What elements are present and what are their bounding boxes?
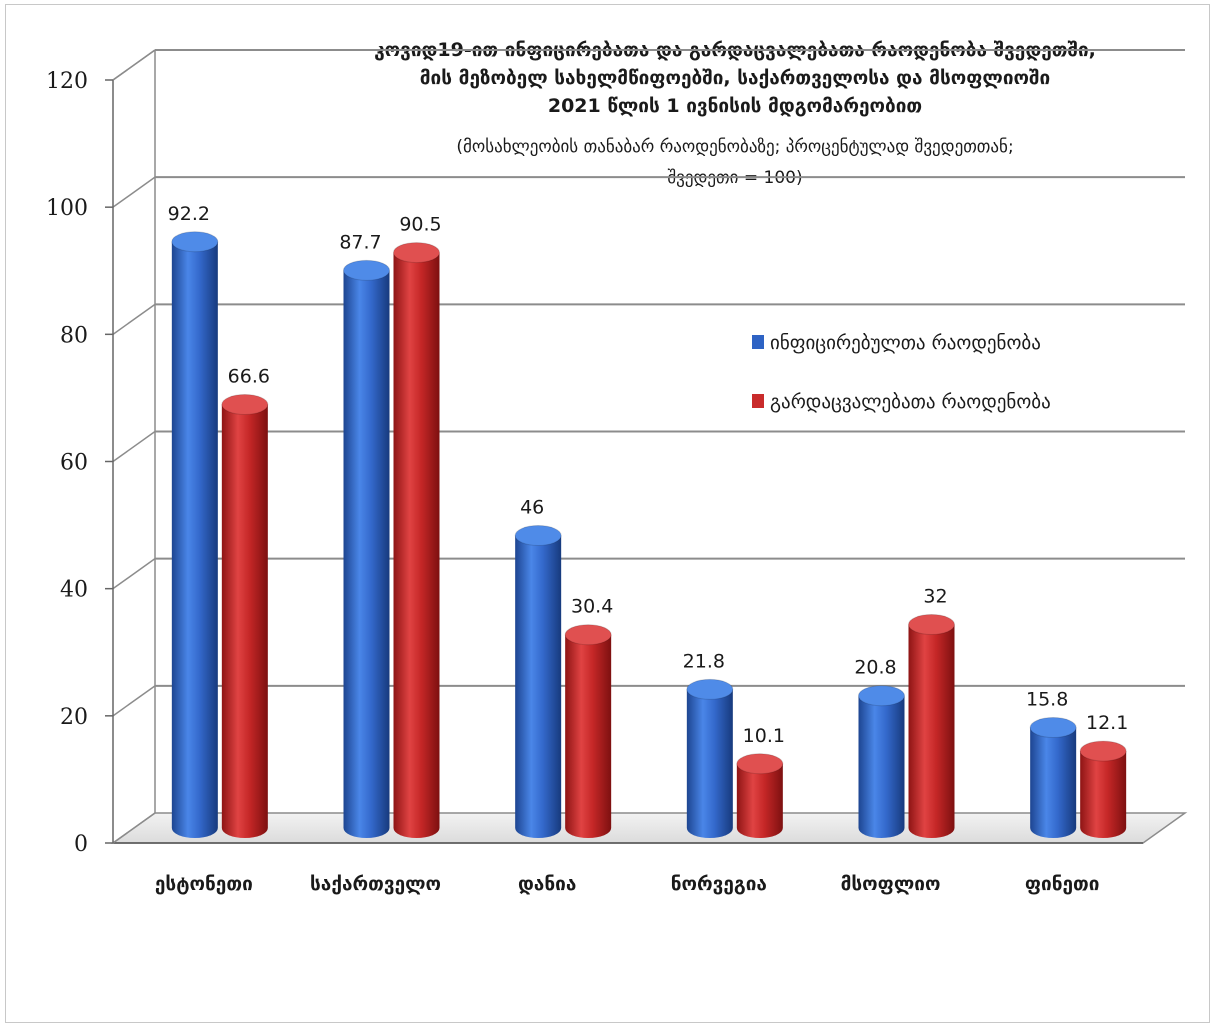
bar-body-deaths <box>908 624 955 838</box>
x-category-label: დანია <box>518 873 576 895</box>
chart-title-line-3: 2021 წლის 1 ივნისის მდგომარეობით <box>548 95 922 117</box>
grid-lines <box>155 49 1185 687</box>
bar-deaths-3 <box>736 753 784 838</box>
y-tick-label: 80 <box>60 323 88 348</box>
data-label-deaths: 10.1 <box>743 725 785 747</box>
bar-infected-0 <box>171 231 219 838</box>
data-label-deaths: 90.5 <box>399 214 441 236</box>
bar-top-infected <box>171 231 219 253</box>
axis-tick-diagonal <box>112 685 156 717</box>
y-tick-label: 60 <box>60 451 88 476</box>
bar-top-infected <box>1029 717 1077 739</box>
bar-body-deaths <box>393 252 440 839</box>
data-label-infected: 20.8 <box>854 657 896 679</box>
data-label-infected: 87.7 <box>339 231 381 253</box>
y-axis: 0 20 40 60 80 100 120 <box>46 49 156 857</box>
bar-top-infected <box>686 678 734 700</box>
data-label-deaths: 66.6 <box>228 366 270 388</box>
bar-body-infected <box>1030 727 1077 838</box>
bar-top-infected <box>858 685 905 707</box>
x-category-label: ნორვეგია <box>671 873 767 895</box>
y-tick-label: 100 <box>46 196 88 221</box>
bar-deaths-1 <box>393 242 440 839</box>
data-label-infected: 21.8 <box>683 650 725 672</box>
bar-top-deaths <box>908 614 955 636</box>
axis-tick-diagonal <box>112 303 156 335</box>
bar-infected-4 <box>858 685 905 838</box>
chart-title: კოვიდ19-ით ინფიცირებათა და გარდაცვალებათ… <box>374 39 1096 188</box>
bar-body-infected <box>858 695 905 838</box>
top-edge <box>112 49 156 81</box>
data-label-deaths: 32 <box>923 586 947 608</box>
legend-item-infected: ინფიცირებულთა რაოდენობა <box>752 332 1041 354</box>
bar-infected-1 <box>343 259 390 838</box>
chart-title-line-2: მის მეზობელ სახელმწიფოებში, საქართველოსა… <box>420 67 1050 89</box>
y-tick-label: 120 <box>46 69 88 94</box>
y-tick-label: 40 <box>60 578 88 603</box>
legend-label-infected: ინფიცირებულთა რაოდენობა <box>770 332 1041 354</box>
bar-deaths-5 <box>1079 740 1127 838</box>
legend-item-deaths: გარდაცვალებათა რაოდენობა <box>752 391 1051 413</box>
bar-top-deaths <box>564 624 612 646</box>
bar-body-infected <box>171 241 218 838</box>
bar-body-infected <box>686 689 733 838</box>
bars <box>171 231 1127 839</box>
data-label-infected: 15.8 <box>1026 689 1068 711</box>
axis-tick-diagonal <box>112 558 156 590</box>
bar-top-deaths <box>1079 740 1127 762</box>
bar-infected-3 <box>686 678 734 838</box>
bar-top-deaths <box>736 753 784 775</box>
bar-body-deaths <box>565 634 612 838</box>
category-labels: ესტონეთი საქართველო დანია ნორვეგია მსოფლიო ფი… <box>155 873 1100 895</box>
bar-body-infected <box>515 535 562 838</box>
legend-label-deaths: გარდაცვალებათა რაოდენობა <box>770 391 1051 413</box>
x-category-label: საქართველო <box>310 873 441 895</box>
data-label-infected: 46 <box>520 497 544 519</box>
bar-top-infected <box>343 259 390 281</box>
chart-floor <box>110 812 1188 844</box>
legend-swatch-infected <box>752 335 764 349</box>
chart-frame <box>5 4 1210 1023</box>
data-label-infected: 92.2 <box>168 203 210 225</box>
bar-body-deaths <box>221 404 268 839</box>
data-labels: 92.2 66.6 87.7 90.5 46 30.4 21.8 10.1 20.8 32 15.8… <box>168 203 1129 747</box>
bar-deaths-2 <box>564 624 612 838</box>
bar-body-deaths <box>736 763 783 838</box>
bar-deaths-4 <box>908 614 955 838</box>
bar-infected-5 <box>1029 717 1077 838</box>
bar-top-deaths <box>393 242 440 264</box>
axis-tick-diagonal <box>112 430 156 463</box>
y-tick-label: 20 <box>60 705 88 730</box>
bar-body-deaths <box>1080 751 1127 838</box>
bar-top-infected <box>514 525 562 547</box>
bar-body-infected <box>343 270 390 838</box>
bar-infected-2 <box>514 525 562 838</box>
legend-swatch-deaths <box>752 394 764 408</box>
x-category-label: ესტონეთი <box>155 873 253 895</box>
axis-tick-diagonal <box>112 176 156 208</box>
data-label-deaths: 30.4 <box>571 596 613 618</box>
y-tick-label: 0 <box>74 832 88 857</box>
data-label-deaths: 12.1 <box>1086 712 1128 734</box>
x-category-label: მსოფლიო <box>841 873 941 895</box>
x-category-label: ფინეთი <box>1025 873 1100 895</box>
legend: ინფიცირებულთა რაოდენობა გარდაცვალებათა რ… <box>752 332 1051 413</box>
bar-top-deaths <box>221 394 269 416</box>
axis-tick-diagonal <box>112 812 156 844</box>
bar-deaths-0 <box>221 394 269 839</box>
chart-subtitle-line-1: (მოსახლეობის თანაბარ რაოდენობაზე; პროცენ… <box>456 137 1013 157</box>
floor-plane <box>110 812 1188 844</box>
